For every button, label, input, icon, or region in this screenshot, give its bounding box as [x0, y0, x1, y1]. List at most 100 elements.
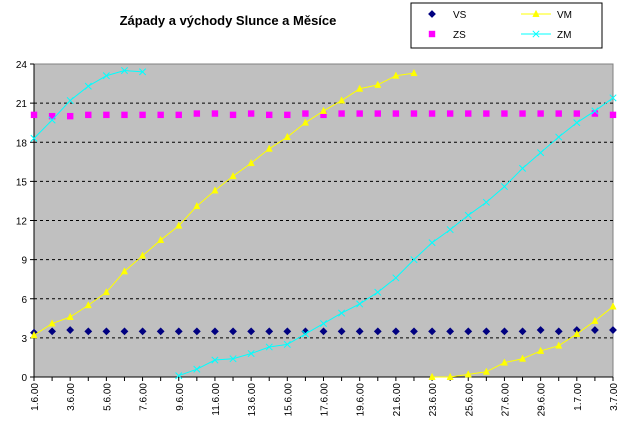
- data-point: [211, 356, 219, 364]
- x-tick-label: 11.6.00: [211, 383, 222, 416]
- data-point: [537, 149, 545, 157]
- data-point: [464, 327, 473, 336]
- data-point: [48, 112, 56, 120]
- data-point: [193, 365, 201, 373]
- data-point: [374, 110, 381, 117]
- data-point: [338, 309, 346, 317]
- data-point: [483, 110, 490, 117]
- data-point: [590, 326, 599, 334]
- data-point: [266, 111, 273, 119]
- data-point: [410, 110, 418, 117]
- data-point: [229, 355, 237, 363]
- data-point: [391, 327, 400, 336]
- data-point: [211, 110, 219, 117]
- legend-item-vs: VS: [417, 10, 467, 21]
- data-point: [373, 327, 382, 336]
- data-point: [121, 111, 128, 119]
- data-point: [319, 106, 328, 114]
- series-vs: [30, 326, 617, 337]
- data-point: [573, 110, 581, 117]
- series-line: [33, 72, 415, 336]
- data-point: [229, 111, 237, 119]
- legend-marker: [428, 30, 436, 38]
- legend-marker: [428, 10, 436, 18]
- data-point: [464, 370, 472, 378]
- data-point: [609, 326, 617, 334]
- legend: VS VM ZS ZM: [410, 2, 603, 49]
- data-point: [554, 327, 563, 336]
- data-point: [555, 341, 563, 349]
- data-point: [428, 110, 436, 117]
- x-tick-label: 5.6.00: [102, 383, 113, 411]
- legend-marker: [532, 9, 540, 17]
- data-point: [591, 107, 599, 115]
- data-point: [102, 287, 110, 296]
- data-point: [139, 68, 147, 76]
- data-point: [175, 111, 182, 119]
- x-tick-label: 29.6.00: [537, 383, 548, 417]
- data-point: [392, 71, 400, 79]
- data-point: [591, 316, 599, 324]
- data-point: [265, 144, 273, 152]
- data-point: [265, 327, 274, 336]
- data-point: [555, 110, 562, 117]
- y-tick-label: 15: [16, 177, 28, 188]
- x-tick-label: 15.6.00: [283, 383, 294, 417]
- data-point: [85, 111, 92, 119]
- data-point: [355, 327, 364, 336]
- legend-item-zs: ZS: [417, 30, 466, 41]
- data-point: [66, 326, 75, 334]
- data-point: [501, 110, 508, 117]
- data-point: [30, 111, 38, 119]
- data-point: [356, 300, 364, 308]
- x-tick-label: 19.6.00: [356, 383, 367, 417]
- y-tick-label: 3: [21, 334, 27, 345]
- data-point: [229, 327, 237, 336]
- data-point: [283, 340, 291, 348]
- data-point: [139, 111, 146, 119]
- data-point: [410, 327, 418, 336]
- x-tick-label: 13.6.00: [247, 383, 258, 417]
- data-point: [120, 327, 129, 336]
- data-point: [464, 211, 472, 219]
- x-tick-label: 1.7.00: [573, 383, 584, 411]
- data-point: [66, 112, 74, 120]
- data-point: [265, 343, 273, 351]
- data-point: [156, 327, 165, 336]
- legend-marker: [532, 30, 540, 38]
- series-zs: [30, 110, 617, 120]
- data-point: [247, 349, 255, 358]
- data-point: [175, 221, 183, 229]
- x-tick-label: 23.6.00: [428, 383, 439, 417]
- data-point: [102, 327, 111, 336]
- axes: 0 3 6 9 12 15 18 21 24 1.6.00 3.6.00 5.6.00 7.6.00 9.…: [16, 60, 620, 416]
- data-point: [410, 68, 418, 77]
- data-point: [193, 201, 201, 210]
- data-point: [84, 327, 93, 336]
- data-point: [319, 319, 328, 328]
- data-point: [301, 330, 309, 338]
- data-point: [482, 327, 491, 336]
- data-point: [66, 96, 74, 105]
- legend-item-zm: ZM: [521, 30, 571, 41]
- gridlines: [34, 102, 613, 339]
- legend-label: ZS: [453, 30, 466, 41]
- data-point: [30, 134, 38, 142]
- data-point: [247, 158, 255, 167]
- data-point: [284, 111, 291, 119]
- data-point: [320, 111, 327, 119]
- data-point: [84, 82, 92, 90]
- data-point: [229, 171, 237, 180]
- data-point: [500, 327, 509, 336]
- data-point: [482, 367, 490, 375]
- data-point: [302, 110, 309, 117]
- x-tick-label: 9.6.00: [175, 383, 186, 411]
- data-point: [518, 354, 527, 362]
- data-point: [338, 110, 345, 117]
- data-point: [536, 326, 545, 334]
- data-point: [573, 119, 581, 127]
- x-tick-label: 17.6.00: [320, 383, 331, 417]
- data-point: [283, 132, 291, 140]
- x-tick-label: 27.6.00: [500, 383, 511, 417]
- data-point: [301, 118, 310, 126]
